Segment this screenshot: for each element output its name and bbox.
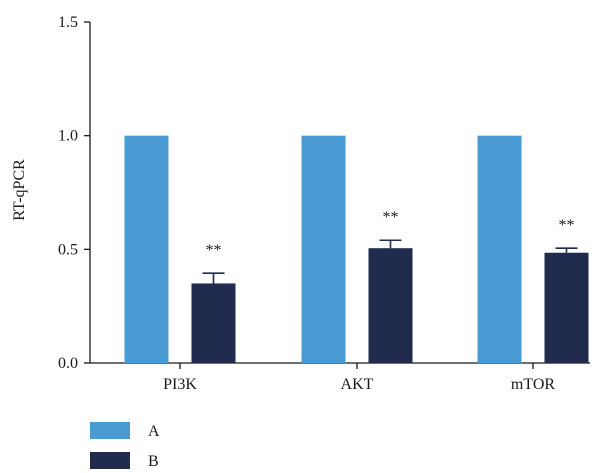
axes: 0.0 0.5 1.0 1.5 PI3K AKT mTOR (58, 14, 590, 393)
bar-A-AKT (301, 135, 346, 363)
legend-swatch-A (90, 422, 130, 439)
bars: ** ** ** (124, 135, 589, 363)
y-tick-label: 0.0 (58, 355, 78, 372)
bar-B-mTOR (544, 252, 589, 363)
legend: AB (90, 422, 160, 470)
bar-B-AKT (368, 248, 413, 363)
x-tick-label: PI3K (163, 376, 197, 393)
x-tick-label: AKT (341, 376, 374, 393)
bar-B-PI3K (191, 283, 236, 363)
y-tick-label: 1.5 (58, 14, 78, 31)
legend-label-A: A (148, 423, 160, 440)
y-tick-label: 0.5 (58, 241, 78, 258)
legend-label-B: B (148, 453, 159, 470)
y-axis-label: RT-qPCR (11, 159, 28, 221)
bar-A-mTOR (477, 135, 522, 363)
legend-swatch-B (90, 452, 130, 469)
significance-label: ** (206, 242, 222, 259)
bar-A-PI3K (124, 135, 169, 363)
significance-label: ** (383, 209, 399, 226)
y-tick-label: 1.0 (58, 128, 78, 145)
x-tick-label: mTOR (511, 376, 555, 393)
significance-label: ** (559, 217, 575, 234)
